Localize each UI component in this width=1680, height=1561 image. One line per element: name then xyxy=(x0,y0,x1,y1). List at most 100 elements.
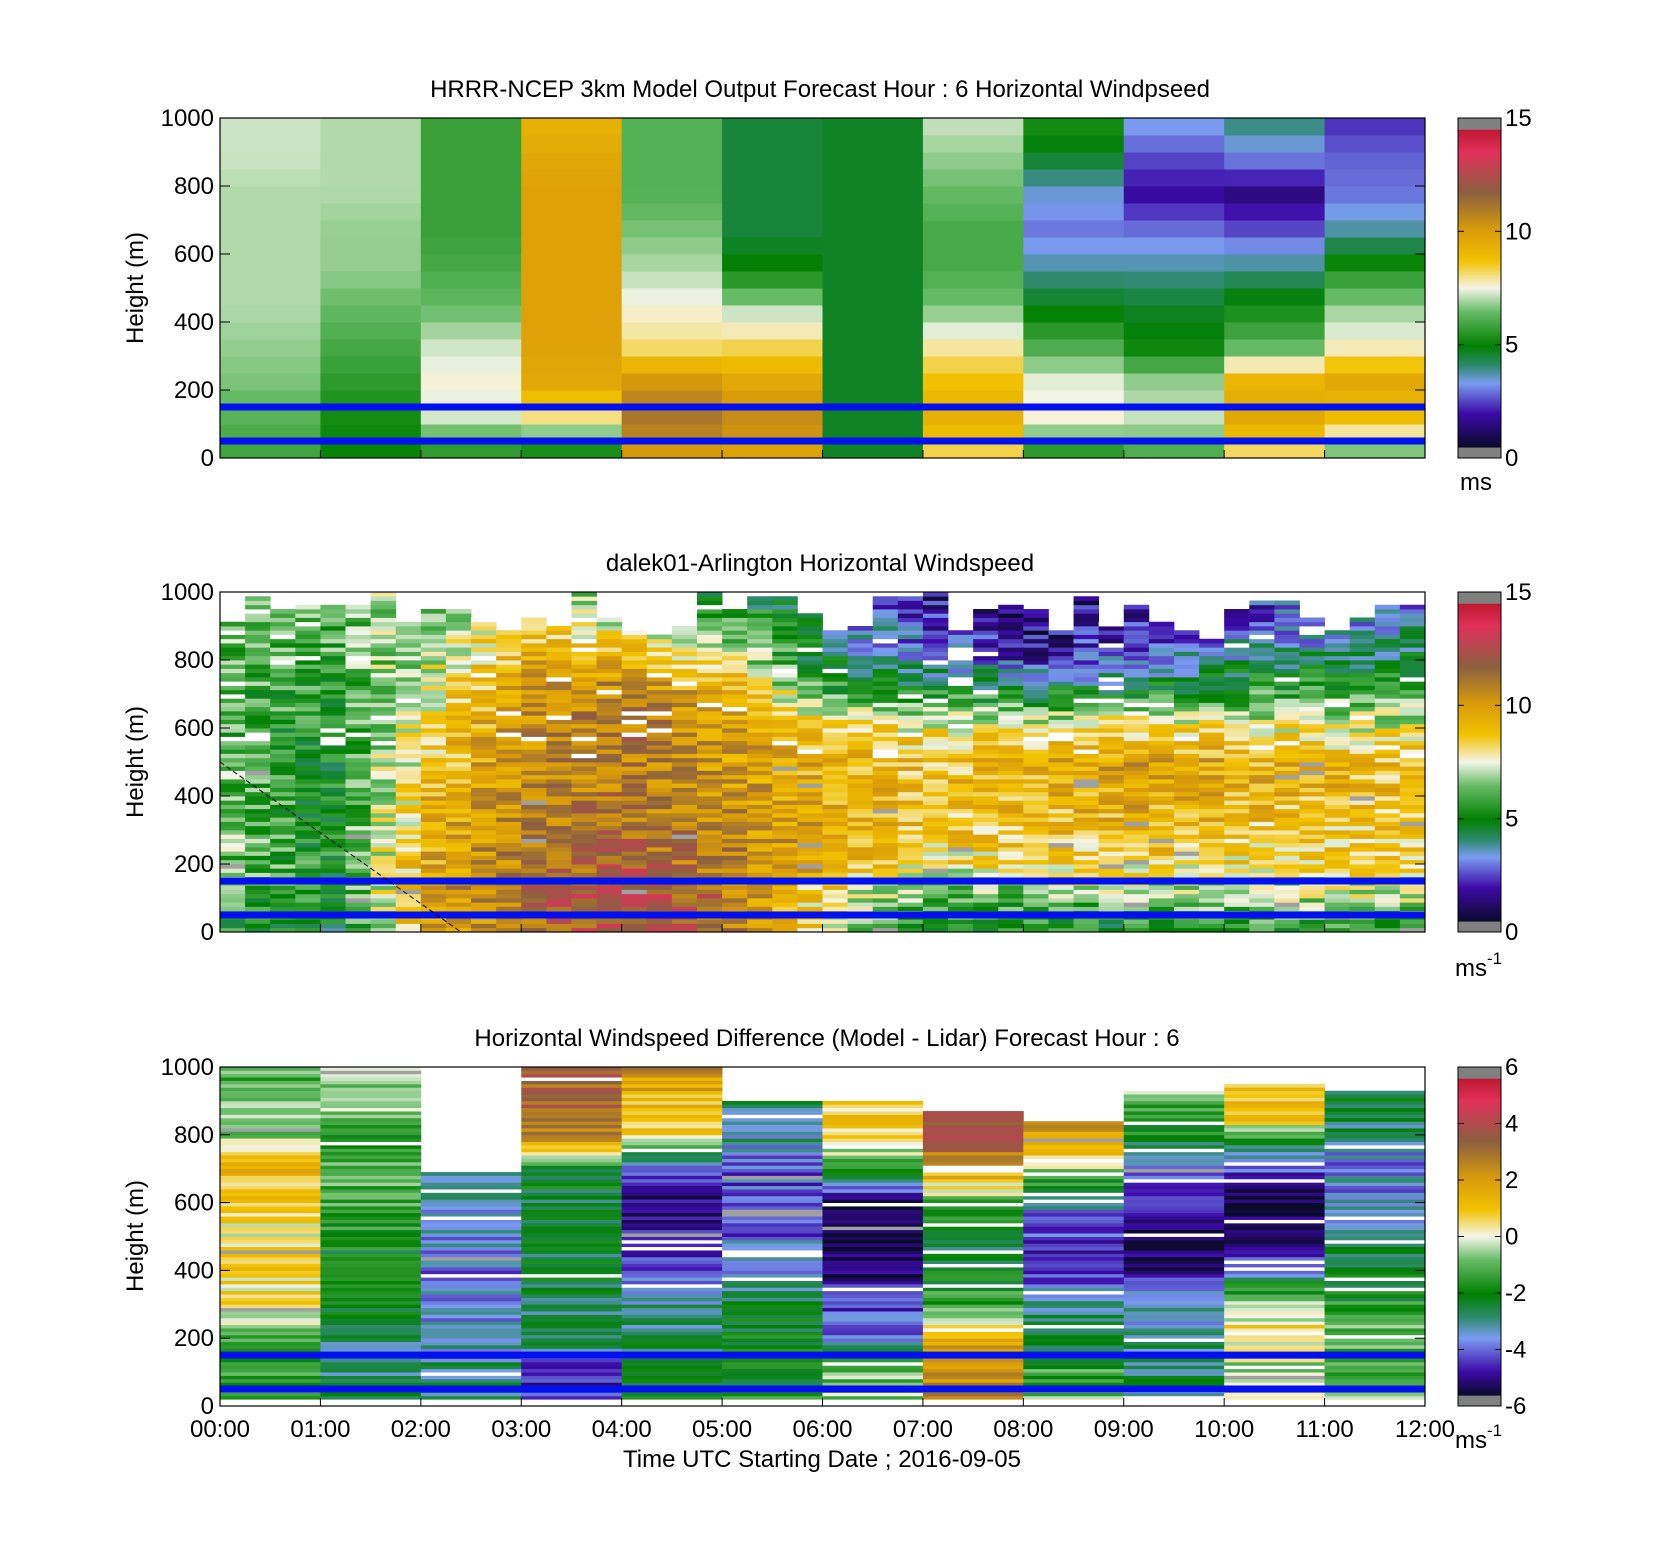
heatmap-cell xyxy=(1023,1216,1125,1220)
heatmap-cell xyxy=(521,859,547,865)
heatmap-cell xyxy=(1224,677,1250,682)
heatmap-cell xyxy=(646,855,673,861)
heatmap-cell xyxy=(320,1202,422,1207)
heatmap-cell xyxy=(747,715,773,720)
heatmap-cell xyxy=(897,745,924,750)
heatmap-cell xyxy=(822,1300,924,1305)
heatmap-cell xyxy=(772,689,798,695)
heatmap-cell xyxy=(822,638,849,644)
heatmap-cell xyxy=(445,664,472,669)
heatmap-cell xyxy=(1023,749,1049,754)
heatmap-cell xyxy=(1349,825,1376,831)
heatmap-cell xyxy=(345,711,372,716)
heatmap-cell xyxy=(847,728,874,733)
heatmap-cell xyxy=(1274,600,1300,606)
heatmap-cell xyxy=(621,1270,723,1275)
heatmap-cell xyxy=(696,838,723,844)
heatmap-cell xyxy=(1224,1392,1325,1397)
heatmap-cell xyxy=(295,766,321,771)
heatmap-cell xyxy=(320,1182,422,1187)
heatmap-cell xyxy=(420,1365,522,1370)
heatmap-cell xyxy=(1324,1358,1426,1363)
heatmap-cell xyxy=(998,804,1024,810)
heatmap-cell xyxy=(1123,1148,1225,1153)
heatmap-cell xyxy=(1249,677,1275,682)
heatmap-cell xyxy=(847,664,874,669)
heatmap-cell xyxy=(1324,203,1426,221)
heatmap-cell xyxy=(948,872,974,878)
heatmap-cell xyxy=(521,1270,623,1275)
heatmap-cell xyxy=(345,855,372,861)
heatmap-cell xyxy=(1123,1344,1225,1349)
heatmap-cell xyxy=(1274,719,1300,725)
heatmap-cell xyxy=(521,923,547,929)
heatmap-cell xyxy=(847,762,874,767)
heatmap-cell xyxy=(1123,1100,1225,1105)
heatmap-cell xyxy=(1324,804,1351,810)
heatmap-cell xyxy=(1399,698,1426,703)
heatmap-cell xyxy=(1299,681,1325,686)
colorbar-tick-label: 5 xyxy=(1505,332,1518,359)
heatmap-cell xyxy=(621,1260,723,1265)
heatmap-cell xyxy=(1224,753,1250,759)
heatmap-cell xyxy=(847,647,874,652)
heatmap-cell xyxy=(420,1378,522,1383)
heatmap-cell xyxy=(696,664,723,669)
heatmap-cell xyxy=(1224,762,1250,767)
heatmap-cell xyxy=(872,698,899,703)
heatmap-cell xyxy=(1073,702,1100,708)
heatmap-cell xyxy=(1349,643,1376,648)
heatmap-cell xyxy=(671,711,698,716)
heatmap-cell xyxy=(998,719,1024,725)
heatmap-cell xyxy=(1224,1338,1325,1342)
heatmap-cell xyxy=(747,634,773,640)
heatmap-cell xyxy=(922,711,949,716)
heatmap-cell xyxy=(496,817,522,822)
heatmap-cell xyxy=(797,927,823,933)
heatmap-cell xyxy=(621,1324,723,1329)
heatmap-cell xyxy=(646,821,673,827)
heatmap-cell xyxy=(496,753,522,759)
heatmap-cell xyxy=(1349,923,1376,929)
heatmap-cell xyxy=(621,1073,723,1078)
heatmap-cell xyxy=(521,851,547,856)
heatmap-cell xyxy=(973,626,999,631)
heatmap-cell xyxy=(1123,919,1150,924)
heatmap-cell xyxy=(420,685,447,691)
heatmap-cell xyxy=(722,1307,823,1312)
heatmap-cell xyxy=(220,851,246,856)
heatmap-cell xyxy=(922,1175,1024,1180)
heatmap-cell xyxy=(1349,885,1376,890)
heatmap-cell xyxy=(1374,694,1401,699)
heatmap-cell xyxy=(320,1083,422,1088)
heatmap-cell xyxy=(320,169,422,187)
heatmap-cell xyxy=(320,830,346,835)
heatmap-cell xyxy=(1374,719,1401,725)
heatmap-cell xyxy=(722,390,823,408)
heatmap-cell xyxy=(973,834,999,839)
heatmap-cell xyxy=(445,830,472,835)
heatmap-cell xyxy=(722,702,748,708)
heatmap-cell xyxy=(772,630,798,635)
heatmap-cell xyxy=(395,847,422,852)
heatmap-cell xyxy=(696,651,723,657)
heatmap-cell xyxy=(797,660,823,665)
heatmap-cell xyxy=(1023,796,1049,801)
heatmap-cell xyxy=(471,808,497,814)
heatmap-cell xyxy=(571,783,597,788)
heatmap-cell xyxy=(772,647,798,652)
heatmap-cell xyxy=(621,834,648,839)
heatmap-cell xyxy=(546,668,572,674)
heatmap-cell xyxy=(922,859,949,865)
heatmap-cell xyxy=(922,855,949,861)
heatmap-cell xyxy=(471,715,497,720)
heatmap-cell xyxy=(320,723,346,729)
heatmap-cell xyxy=(1023,1172,1125,1176)
heatmap-cell xyxy=(445,825,472,831)
heatmap-cell xyxy=(722,1121,823,1126)
heatmap-cell xyxy=(872,821,899,827)
heatmap-cell xyxy=(295,868,321,873)
heatmap-cell xyxy=(1399,617,1426,623)
